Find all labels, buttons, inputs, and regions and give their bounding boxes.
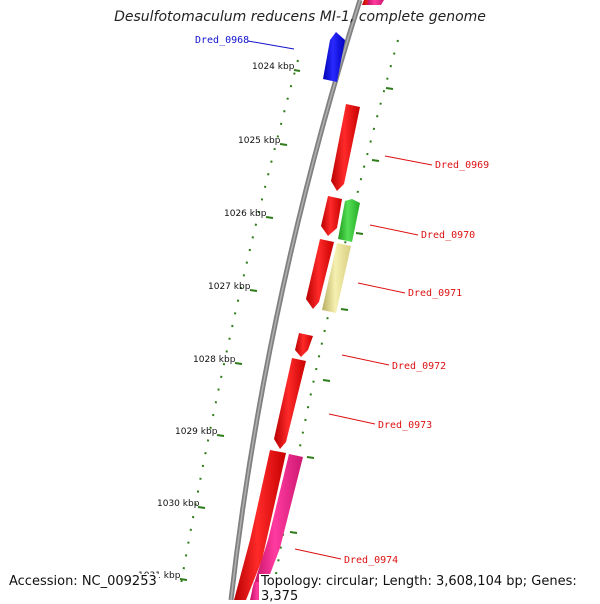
genome-backbone-highlight — [230, 0, 361, 600]
leader-dred-0968 — [247, 40, 295, 50]
gene-arrow-dred-0971-red[interactable] — [306, 239, 334, 309]
gene-label-dred-0970[interactable]: Dred_0970 — [421, 230, 475, 241]
tick-label-1031: 1031 kbp — [138, 571, 181, 581]
tick-label-1030: 1030 kbp — [157, 499, 200, 509]
gene-arrow-dred-0974-red[interactable] — [234, 450, 286, 600]
leader-dred-0971 — [357, 282, 406, 294]
leader-dred-0970 — [369, 224, 419, 236]
inner-tick-track — [179, 59, 299, 591]
tick-label-1025: 1025 kbp — [238, 136, 281, 146]
gene-arrow-dred-0971-khaki[interactable] — [322, 243, 351, 313]
leader-dred-0972 — [341, 354, 390, 366]
gene-arrow-dred-0970-red[interactable] — [321, 196, 342, 236]
leader-dred-0973 — [328, 413, 376, 425]
gene-label-dred-0974[interactable]: Dred_0974 — [344, 555, 398, 566]
gene-label-dred-0973[interactable]: Dred_0973 — [378, 420, 432, 431]
gene-arrow-dred-0973[interactable] — [274, 358, 306, 449]
accession-text: Accession: NC_009253 — [7, 574, 159, 589]
map-title: Desulfotomaculum reducens MI-1, complete… — [114, 9, 486, 25]
tick-label-1029: 1029 kbp — [175, 427, 218, 437]
leader-dred-0969 — [384, 155, 433, 166]
tick-label-1024: 1024 kbp — [252, 62, 295, 72]
tick-label-1027: 1027 kbp — [208, 282, 251, 292]
gene-label-dred-0971[interactable]: Dred_0971 — [408, 288, 462, 299]
gene-arrow-dred-0970-green[interactable] — [338, 199, 360, 242]
gene-label-dred-0968[interactable]: Dred_0968 — [195, 35, 249, 46]
tick-label-1026: 1026 kbp — [224, 209, 267, 219]
gene-arrow-dred-0969[interactable] — [331, 104, 360, 191]
gene-label-dred-0969[interactable]: Dred_0969 — [435, 160, 489, 171]
leader-dred-0974 — [294, 548, 342, 560]
gene-arrow-dred-0974-pink[interactable] — [252, 454, 303, 590]
gene-label-dred-0972[interactable]: Dred_0972 — [392, 361, 446, 372]
tick-label-1028: 1028 kbp — [193, 355, 236, 365]
genome-backbone — [228, 0, 363, 600]
gene-arrow-top-pink[interactable] — [367, 0, 384, 5]
major-ticks — [179, 69, 394, 581]
gene-arrow-dred-0968[interactable] — [323, 32, 345, 82]
gene-arrow-dred-0972[interactable] — [295, 333, 313, 357]
